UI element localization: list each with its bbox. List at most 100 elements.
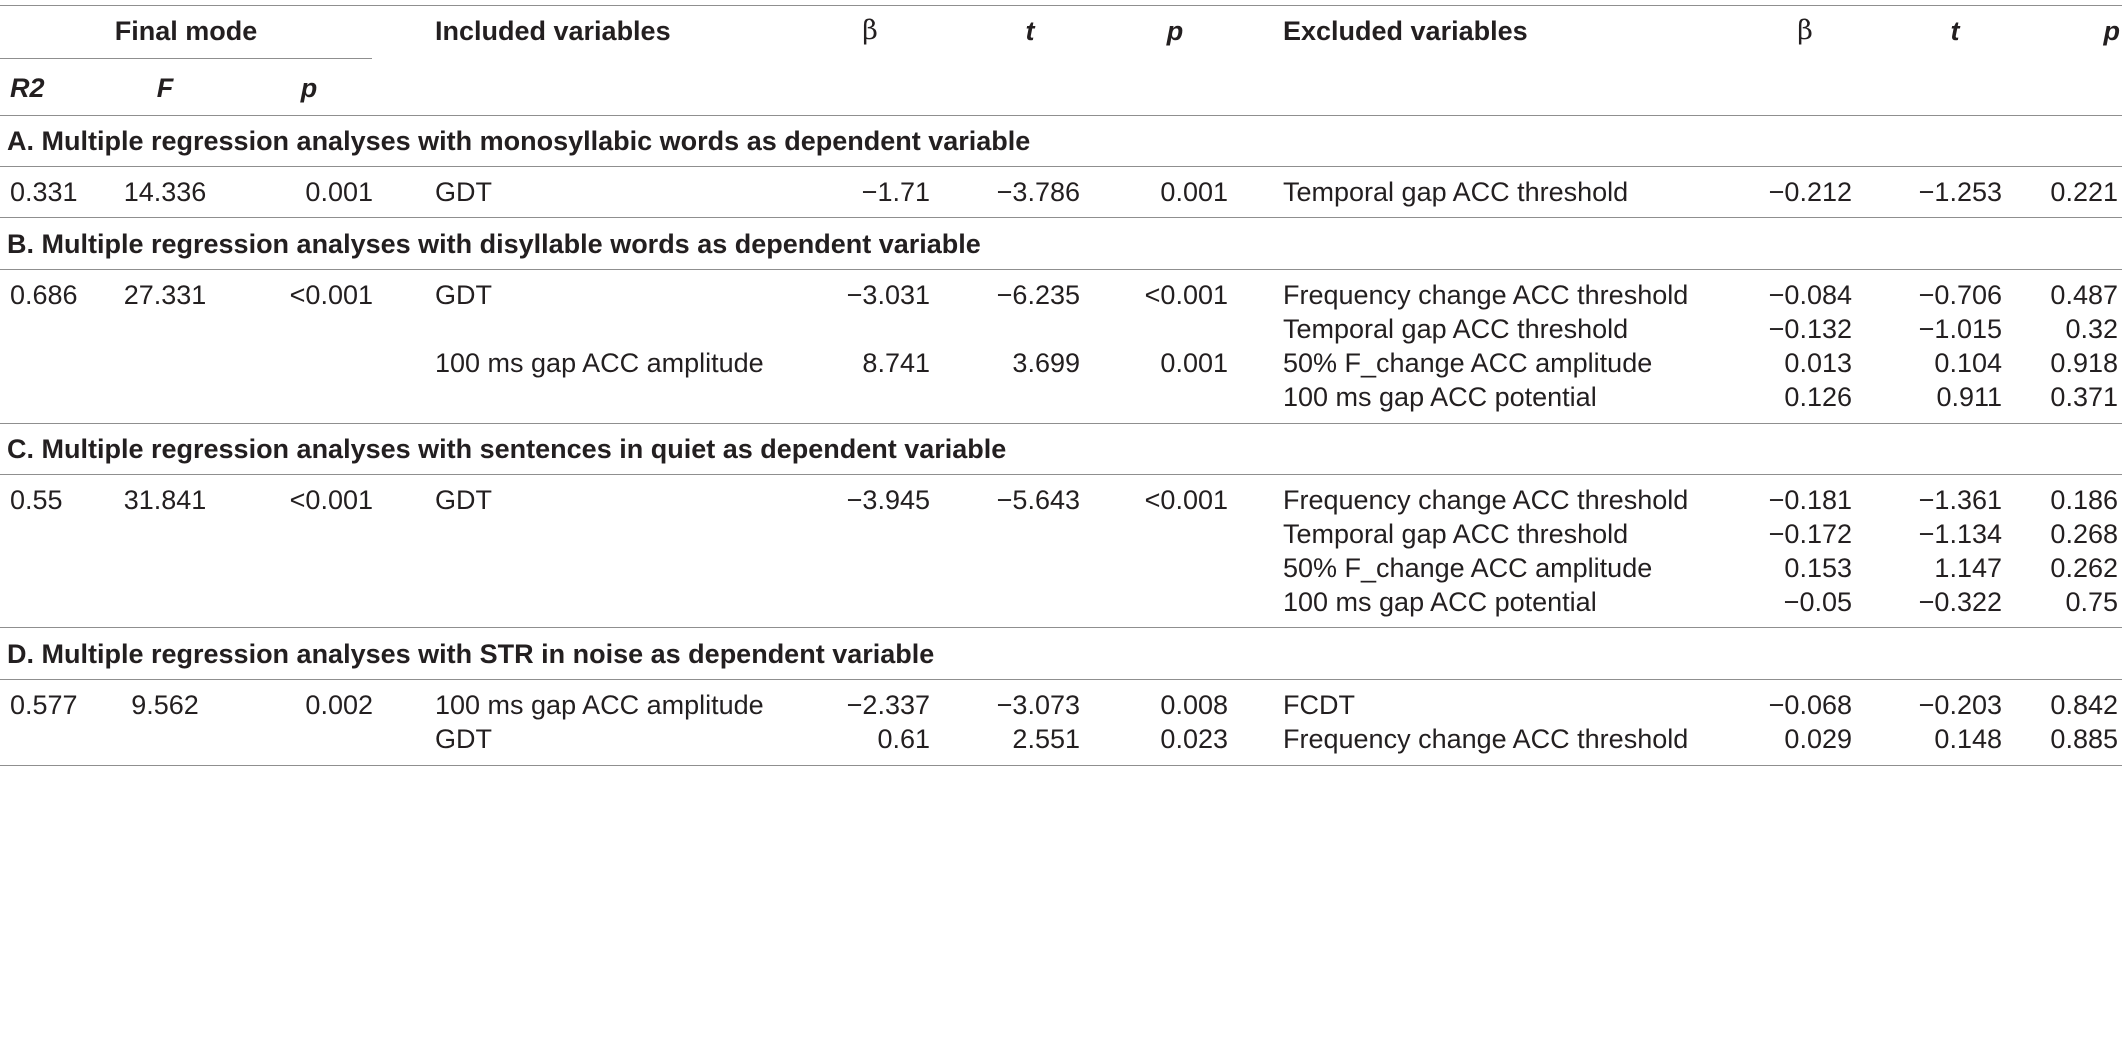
cell-f: 27.331	[123, 280, 207, 310]
header-excluded-variables: Excluded variables	[1283, 16, 1528, 46]
cell-excluded-variable: 100 ms gap ACC potential	[1283, 587, 1597, 617]
cell-excluded-variable: Frequency change ACC threshold	[1283, 485, 1689, 515]
cell-excluded-t: −1.253	[1918, 177, 2002, 207]
cell-f: 9.562	[131, 690, 199, 720]
section-title-d: D. Multiple regression analyses with STR…	[7, 639, 935, 669]
cell-included-p: <0.001	[1144, 485, 1228, 515]
cell-excluded-variable: 50% F_change ACC amplitude	[1283, 553, 1653, 583]
cell-r2: 0.331	[10, 177, 78, 207]
cell-excluded-beta: −0.084	[1768, 280, 1852, 310]
header-included-variables: Included variables	[435, 16, 671, 46]
cell-excluded-t: −0.322	[1918, 587, 2002, 617]
cell-excluded-variable: Temporal gap ACC threshold	[1283, 314, 1629, 344]
cell-excluded-p: 0.268	[2050, 519, 2118, 549]
cell-excluded-p: 0.32	[2065, 314, 2118, 344]
cell-included-p: 0.001	[1160, 177, 1228, 207]
section-title-c: C. Multiple regression analyses with sen…	[7, 434, 1007, 464]
cell-included-t: 3.699	[1012, 348, 1080, 378]
section-c-rule	[0, 474, 2122, 475]
cell-excluded-beta: −0.181	[1768, 485, 1852, 515]
cell-excluded-p: 0.842	[2050, 690, 2118, 720]
table-bottom-rule	[0, 765, 2122, 766]
cell-included-p: 0.023	[1160, 724, 1228, 754]
cell-p-model: <0.001	[289, 485, 373, 515]
cell-included-t: 2.551	[1012, 724, 1080, 754]
section-title-a: A. Multiple regression analyses with mon…	[7, 126, 1031, 156]
section-d-rule	[0, 679, 2122, 680]
cell-excluded-t: −1.361	[1918, 485, 2002, 515]
cell-excluded-t: 0.148	[1934, 724, 2002, 754]
cell-excluded-p: 0.221	[2050, 177, 2118, 207]
cell-excluded-variable: FCDT	[1283, 690, 1355, 720]
cell-excluded-beta: −0.172	[1768, 519, 1852, 549]
cell-excluded-t: 0.911	[1936, 382, 2002, 412]
cell-excluded-t: −1.134	[1918, 519, 2002, 549]
header-beta-included: β	[862, 15, 878, 46]
cell-excluded-beta: 0.029	[1784, 724, 1852, 754]
header-p-excluded: p	[2103, 16, 2121, 46]
section-b-rule	[0, 269, 2122, 270]
cell-excluded-beta: −0.212	[1768, 177, 1852, 207]
cell-included-beta: −1.71	[861, 177, 930, 207]
cell-excluded-beta: 0.126	[1784, 382, 1852, 412]
cell-excluded-beta: 0.013	[1784, 348, 1852, 378]
cell-included-variable: GDT	[435, 724, 492, 754]
section-a-rule	[0, 166, 2122, 167]
cell-excluded-beta: 0.153	[1784, 553, 1852, 583]
cell-included-beta: 8.741	[862, 348, 930, 378]
table-top-rule	[0, 5, 2122, 6]
header-p-model: p	[300, 73, 318, 103]
cell-included-p: 0.001	[1160, 348, 1228, 378]
cell-included-t: −5.643	[996, 485, 1080, 515]
cell-included-variable: GDT	[435, 177, 492, 207]
section-a-end-rule	[0, 217, 2122, 218]
cell-p-model: 0.002	[305, 690, 373, 720]
cell-included-beta: −3.031	[846, 280, 930, 310]
cell-f: 14.336	[123, 177, 207, 207]
cell-excluded-variable: Frequency change ACC threshold	[1283, 280, 1689, 310]
cell-included-t: −3.786	[996, 177, 1080, 207]
cell-included-variable: GDT	[435, 485, 492, 515]
cell-p-model: <0.001	[289, 280, 373, 310]
cell-excluded-variable: Temporal gap ACC threshold	[1283, 519, 1629, 549]
section-title-b: B. Multiple regression analyses with dis…	[7, 229, 981, 259]
cell-r2: 0.577	[10, 690, 78, 720]
header-r2: R2	[10, 73, 45, 103]
cell-excluded-p: 0.487	[2050, 280, 2118, 310]
cell-excluded-t: −0.203	[1918, 690, 2002, 720]
section-b-end-rule	[0, 423, 2122, 424]
cell-excluded-variable: Temporal gap ACC threshold	[1283, 177, 1629, 207]
cell-excluded-variable: 100 ms gap ACC potential	[1283, 382, 1597, 412]
cell-r2: 0.55	[10, 485, 63, 515]
cell-excluded-t: 0.104	[1934, 348, 2002, 378]
cell-included-beta: 0.61	[877, 724, 930, 754]
cell-excluded-variable: 50% F_change ACC amplitude	[1283, 348, 1653, 378]
cell-included-beta: −2.337	[846, 690, 930, 720]
cell-excluded-p: 0.918	[2050, 348, 2118, 378]
cell-excluded-p: 0.262	[2050, 553, 2118, 583]
cell-included-variable: 100 ms gap ACC amplitude	[435, 690, 764, 720]
cell-excluded-p: 0.371	[2050, 382, 2118, 412]
cell-included-p: <0.001	[1144, 280, 1228, 310]
header-f: F	[156, 73, 174, 103]
cell-included-p: 0.008	[1160, 690, 1228, 720]
cell-excluded-beta: −0.068	[1768, 690, 1852, 720]
cell-excluded-t: −0.706	[1918, 280, 2002, 310]
header-beta-excluded: β	[1797, 15, 1813, 46]
cell-included-variable: GDT	[435, 280, 492, 310]
cell-f: 31.841	[123, 485, 207, 515]
cell-excluded-beta: −0.132	[1768, 314, 1852, 344]
cell-included-t: −6.235	[996, 280, 1080, 310]
cell-r2: 0.686	[10, 280, 78, 310]
cell-excluded-p: 0.885	[2050, 724, 2118, 754]
header-final-mode: Final mode	[114, 16, 258, 46]
cell-excluded-p: 0.186	[2050, 485, 2118, 515]
cell-excluded-beta: −0.05	[1783, 587, 1852, 617]
cell-excluded-variable: Frequency change ACC threshold	[1283, 724, 1689, 754]
cell-included-t: −3.073	[996, 690, 1080, 720]
cell-excluded-t: 1.147	[1934, 553, 2002, 583]
cell-included-variable: 100 ms gap ACC amplitude	[435, 348, 764, 378]
header-t-included: t	[1025, 16, 1035, 46]
cell-excluded-t: −1.015	[1918, 314, 2002, 344]
cell-included-beta: −3.945	[846, 485, 930, 515]
